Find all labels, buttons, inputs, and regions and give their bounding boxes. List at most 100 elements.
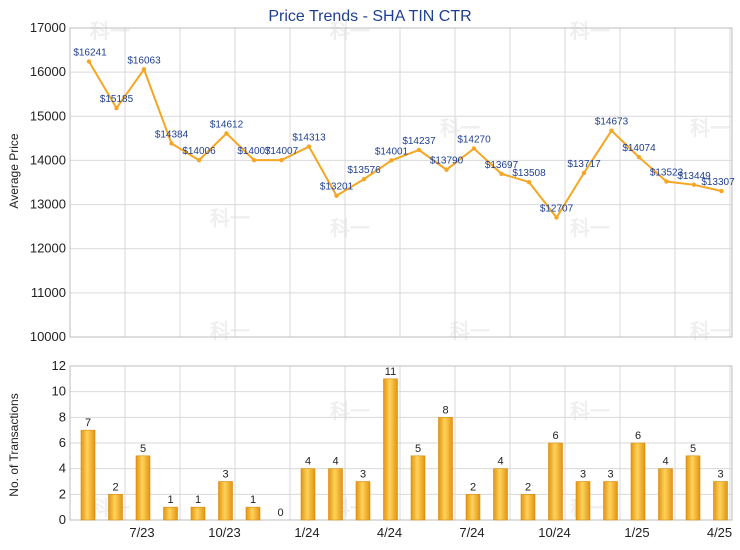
transaction-bar-label: 4	[662, 456, 668, 468]
price-point	[306, 144, 312, 149]
transaction-bar	[135, 455, 151, 521]
transaction-bar-label: 6	[635, 430, 641, 442]
watermark-text: 科一	[450, 319, 490, 343]
transaction-bar	[603, 481, 618, 521]
transaction-bar	[163, 506, 178, 521]
price-data-label: $13717	[567, 159, 601, 170]
price-point	[361, 176, 367, 182]
watermark-text: 科一	[330, 216, 370, 240]
price-data-label: $13449	[677, 171, 711, 182]
transaction-bar	[383, 378, 398, 521]
price-tick-label: 12000	[30, 241, 66, 256]
transaction-bar	[493, 468, 508, 521]
transaction-bar	[80, 429, 96, 521]
transaction-bar-label: 5	[140, 443, 146, 455]
transaction-bar-label: 8	[442, 404, 448, 416]
watermark-text: 科一	[690, 116, 730, 140]
transaction-bar-label: 11	[385, 366, 396, 378]
transaction-bar-label: 3	[580, 469, 586, 481]
transaction-bar-label: 1	[195, 494, 201, 506]
price-data-label: $14612	[210, 119, 244, 130]
transaction-bar-label: 4	[332, 456, 338, 468]
price-point	[86, 59, 92, 64]
watermark-text: 科一	[570, 216, 610, 240]
transaction-bar	[218, 481, 233, 521]
price-tick-label: 17000	[30, 20, 66, 35]
price-axis-label: Average Price	[7, 133, 21, 208]
price-tick-label: 11000	[31, 285, 66, 300]
price-plot-frame	[69, 27, 733, 338]
transaction-bar	[438, 417, 453, 521]
transaction-bar-label: 1	[167, 494, 173, 506]
price-data-label: $14673	[595, 117, 629, 128]
transaction-bar	[548, 442, 563, 521]
price-point	[526, 179, 532, 185]
x-tick-label: 4/25	[707, 525, 732, 540]
price-point	[609, 128, 614, 133]
price-point	[169, 141, 174, 146]
x-tick-label: 10/24	[538, 525, 571, 540]
transaction-bar-label: 4	[305, 456, 311, 468]
transaction-bar	[410, 455, 426, 521]
price-data-label: $12707	[540, 204, 574, 215]
transaction-bar	[190, 506, 206, 521]
transaction-bar-label: 5	[690, 443, 696, 455]
price-tick-label: 16000	[30, 64, 66, 79]
transaction-bar-label: 3	[222, 469, 228, 481]
price-point	[499, 171, 504, 177]
transaction-bar	[108, 494, 123, 521]
x-tick-label: 7/24	[459, 525, 484, 540]
transactions-tick-label: 12	[52, 358, 66, 373]
transaction-bar	[465, 494, 481, 521]
price-point	[554, 215, 559, 220]
transaction-bar	[328, 468, 343, 521]
x-tick-label: 10/23	[208, 525, 241, 540]
watermark-text: 科一	[330, 19, 370, 43]
transaction-bar-label: 0	[277, 507, 283, 519]
price-data-label: $16241	[73, 48, 107, 59]
transaction-bar	[300, 468, 316, 521]
transaction-bar	[685, 455, 701, 521]
x-tick-label: 1/24	[294, 525, 319, 540]
price-data-label: $13790	[430, 156, 464, 167]
watermark-text: 科一	[210, 206, 250, 230]
transaction-bar-label: 5	[415, 443, 421, 455]
price-data-label: $14007	[237, 146, 271, 157]
watermark-text: 科一	[690, 319, 730, 343]
price-point	[719, 188, 724, 194]
watermark-text: 科一	[330, 399, 370, 423]
transaction-bar-label: 2	[525, 481, 531, 493]
watermark-text: 科一	[440, 116, 480, 140]
transaction-bar-label: 2	[112, 481, 118, 493]
transaction-bar	[713, 481, 728, 521]
watermark-text: 科一	[570, 19, 610, 43]
price-point	[471, 146, 477, 151]
price-point	[251, 157, 257, 163]
transactions-tick-label: 4	[59, 461, 66, 476]
price-point	[416, 147, 422, 153]
watermark-text: 科一	[90, 19, 130, 43]
price-point	[279, 157, 284, 163]
transaction-bar	[630, 442, 646, 521]
transaction-bar-label: 6	[552, 430, 558, 442]
price-data-label: $13576	[347, 165, 381, 176]
price-point	[581, 170, 587, 176]
price-data-label: $16063	[127, 55, 161, 66]
transactions-tick-label: 8	[59, 409, 66, 424]
transactions-tick-label: 0	[59, 512, 66, 527]
transaction-bar-label: 2	[470, 481, 476, 493]
price-data-label: $13307	[701, 177, 735, 188]
price-tick-label: 15000	[30, 108, 66, 123]
transaction-bar-label: 4	[497, 456, 503, 468]
price-data-label: $13697	[485, 160, 519, 171]
watermark-text: 科一	[210, 319, 250, 343]
price-data-label: $14001	[375, 146, 409, 157]
chart-title: Price Trends - SHA TIN CTR	[268, 8, 471, 25]
transaction-bar	[575, 481, 591, 521]
price-point	[141, 67, 147, 72]
transaction-bar-label: 1	[250, 494, 256, 506]
price-point	[444, 167, 449, 172]
price-data-label: $14237	[402, 136, 436, 147]
